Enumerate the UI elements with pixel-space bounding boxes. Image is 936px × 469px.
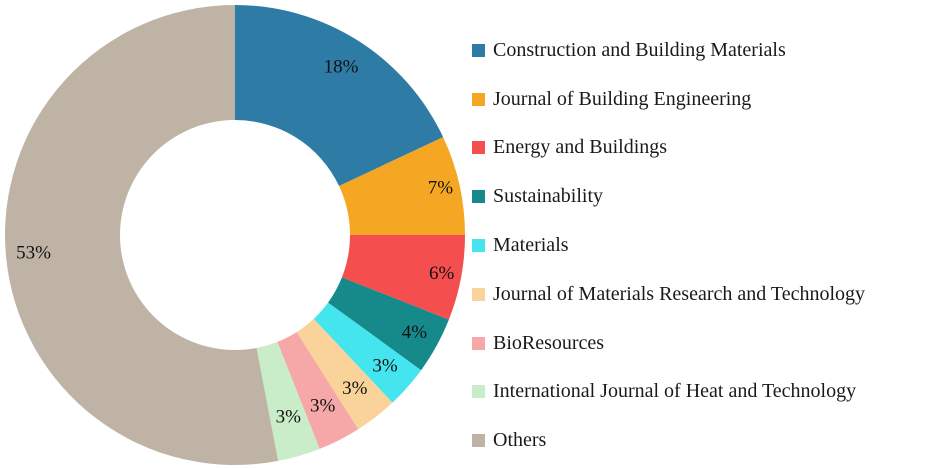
legend-item: Journal of Building Engineering [472, 75, 934, 124]
donut-slice-7 [277, 332, 359, 449]
slice-label-2: 7% [428, 177, 454, 198]
legend-item: Journal of Materials Research and Techno… [472, 270, 934, 319]
legend-item: Sustainability [472, 172, 934, 221]
donut-slice-9 [4, 5, 279, 466]
donut-slices [4, 5, 465, 466]
donut-slice-6 [296, 318, 393, 430]
chart-legend: Construction and Building Materials Journ… [472, 26, 934, 465]
donut-slice-1 [235, 5, 444, 187]
slice-label-7: 3% [310, 396, 336, 417]
legend-swatch [472, 43, 485, 57]
slice-label-1: 18% [324, 56, 359, 77]
slice-labels: 18%7%6%4%3%3%3%3%53% [16, 56, 454, 427]
slice-label-6: 3% [342, 378, 368, 399]
donut-slice-3 [341, 235, 465, 320]
slice-label-9: 53% [16, 242, 51, 263]
donut-slice-8 [256, 341, 320, 461]
legend-label: Journal of Materials Research and Techno… [493, 282, 866, 305]
legend-label: Journal of Building Engineering [493, 87, 752, 110]
donut-slice-2 [339, 137, 465, 235]
legend-swatch [472, 239, 485, 253]
legend-label: International Journal of Heat and Techno… [493, 380, 857, 403]
legend-label: Sustainability [493, 185, 603, 208]
legend-swatch [472, 190, 485, 204]
legend-item: International Journal of Heat and Techno… [472, 368, 934, 417]
legend-swatch [472, 287, 485, 301]
slice-label-3: 6% [429, 263, 455, 284]
legend-item: Energy and Buildings [472, 124, 934, 173]
legend-swatch [472, 92, 485, 106]
legend-label: Energy and Buildings [493, 136, 668, 159]
legend-label: Others [493, 429, 547, 452]
legend-item: Materials [472, 221, 934, 270]
slice-label-8: 3% [276, 407, 302, 428]
legend-swatch [472, 336, 485, 350]
legend-swatch [472, 434, 485, 448]
donut-slice-4 [328, 277, 449, 371]
legend-label: Materials [493, 234, 569, 257]
slice-label-4: 4% [402, 322, 428, 343]
legend-label: Construction and Building Materials [493, 38, 786, 61]
legend-swatch [472, 141, 485, 155]
slice-label-5: 3% [372, 356, 398, 377]
legend-item: BioResources [472, 319, 934, 368]
legend-item: Others [472, 416, 934, 465]
legend-item: Construction and Building Materials [472, 26, 934, 75]
donut-slice-5 [313, 302, 422, 403]
legend-label: BioResources [493, 331, 605, 354]
legend-swatch [472, 385, 485, 399]
